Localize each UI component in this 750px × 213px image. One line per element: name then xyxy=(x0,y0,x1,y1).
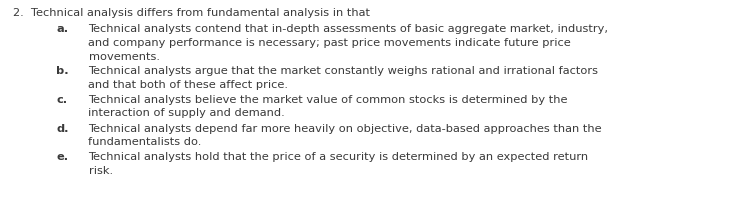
Text: and company performance is necessary; past price movements indicate future price: and company performance is necessary; pa… xyxy=(88,38,572,48)
Text: Technical analysts believe the market value of common stocks is determined by th: Technical analysts believe the market va… xyxy=(88,95,568,105)
Text: movements.: movements. xyxy=(88,52,160,62)
Text: fundamentalists do.: fundamentalists do. xyxy=(88,137,202,147)
Text: Technical analysts hold that the price of a security is determined by an expecte: Technical analysts hold that the price o… xyxy=(88,152,589,162)
Text: e.: e. xyxy=(56,152,68,162)
Text: Technical analysts depend far more heavily on objective, data-based approaches t: Technical analysts depend far more heavi… xyxy=(88,124,602,134)
Text: Technical analysts contend that in-depth assessments of basic aggregate market, : Technical analysts contend that in-depth… xyxy=(88,24,608,35)
Text: interaction of supply and demand.: interaction of supply and demand. xyxy=(88,108,285,118)
Text: d.: d. xyxy=(56,124,69,134)
Text: b.: b. xyxy=(56,66,69,76)
Text: Technical analysts argue that the market constantly weighs rational and irration: Technical analysts argue that the market… xyxy=(88,66,598,76)
Text: and that both of these affect price.: and that both of these affect price. xyxy=(88,80,289,90)
Text: 2.  Technical analysis differs from fundamental analysis in that: 2. Technical analysis differs from funda… xyxy=(13,8,370,18)
Text: a.: a. xyxy=(56,24,68,35)
Text: risk.: risk. xyxy=(88,166,112,176)
Text: c.: c. xyxy=(56,95,68,105)
